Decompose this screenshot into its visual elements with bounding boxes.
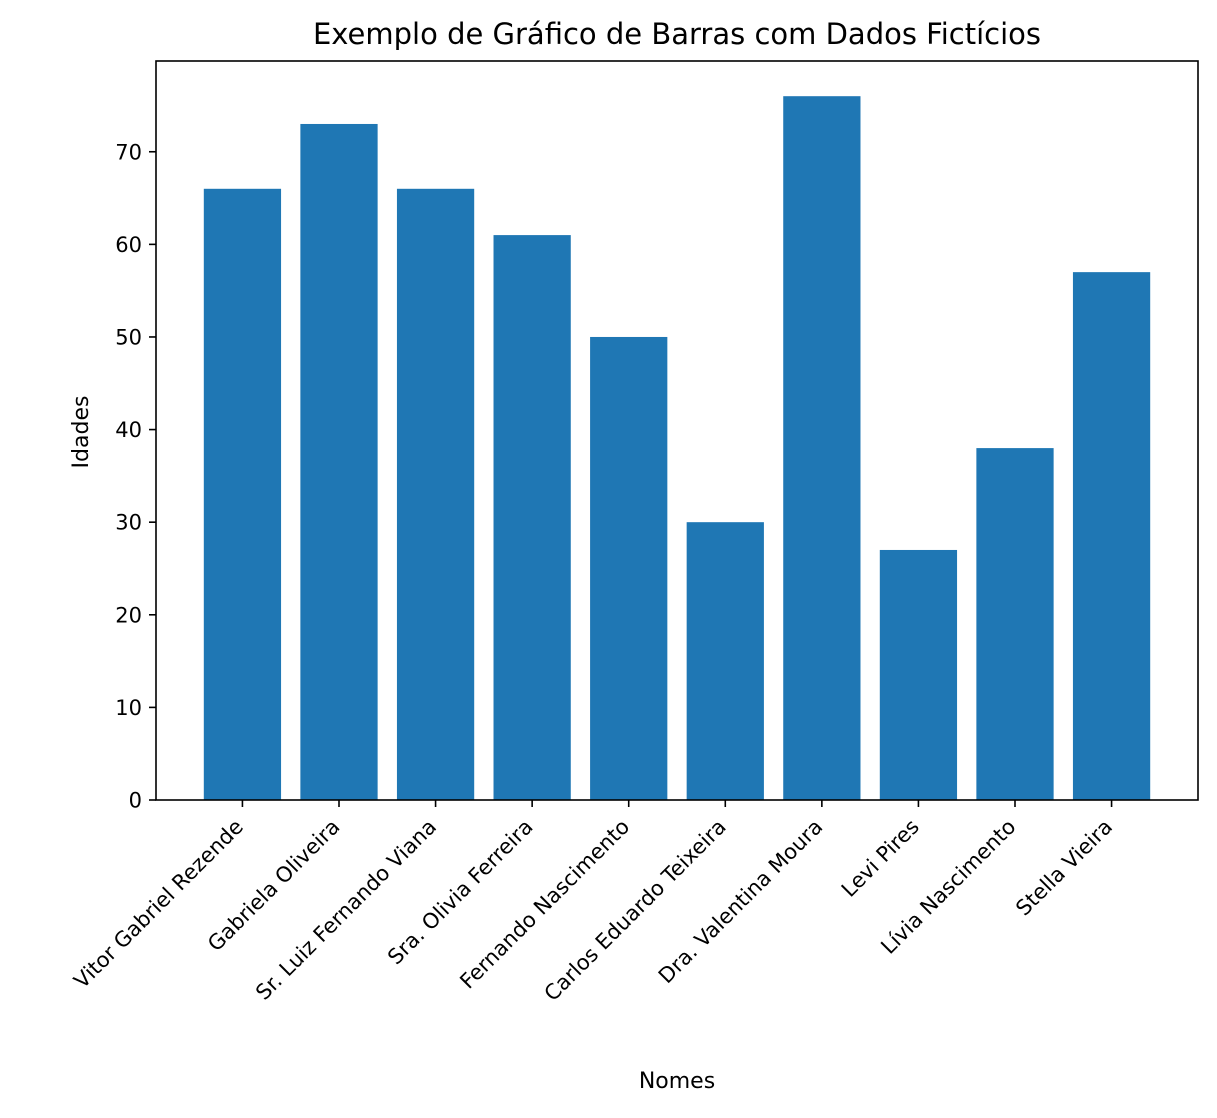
x-tick-label: Sr. Luiz Fernando Viana — [251, 815, 441, 1005]
bars-layer — [203, 96, 1151, 801]
x-tick-label: Carlos Eduardo Teixeira — [540, 815, 731, 1006]
bar-5 — [590, 336, 668, 800]
chart-title: Exemplo de Gráfico de Barras com Dados F… — [313, 17, 1041, 51]
bar-10 — [1072, 272, 1151, 801]
y-axis: 0 10 20 30 40 50 60 70 — [115, 140, 156, 813]
bar-3 — [396, 188, 475, 800]
x-tick-label: Fernando Nascimento — [455, 815, 634, 994]
y-tick-label: 10 — [115, 696, 142, 720]
bar-2 — [300, 123, 378, 801]
bar-1 — [203, 188, 282, 800]
bar-7 — [783, 96, 861, 800]
bar-6 — [686, 522, 764, 800]
y-tick-label: 40 — [115, 418, 142, 442]
bar-8 — [879, 549, 958, 800]
x-tick-label: Stella Vieira — [1011, 815, 1117, 921]
y-tick-label: 70 — [115, 140, 142, 164]
x-tick-label: Dra. Valentina Moura — [654, 815, 828, 989]
bar-9 — [976, 448, 1054, 800]
y-tick-label: 20 — [115, 603, 142, 627]
y-axis-label: Idades — [69, 396, 94, 469]
plot-frame — [155, 60, 1199, 801]
y-tick-label: 0 — [129, 789, 142, 813]
x-axis-label: Nomes — [639, 1069, 715, 1094]
x-tick-label: Levi Pires — [837, 815, 924, 902]
x-tick-label: Vitor Gabriel Rezende — [69, 815, 248, 994]
y-tick-label: 30 — [115, 511, 142, 535]
bar-4 — [493, 235, 571, 801]
y-tick-label: 60 — [115, 233, 142, 257]
y-tick-label: 50 — [115, 325, 142, 349]
